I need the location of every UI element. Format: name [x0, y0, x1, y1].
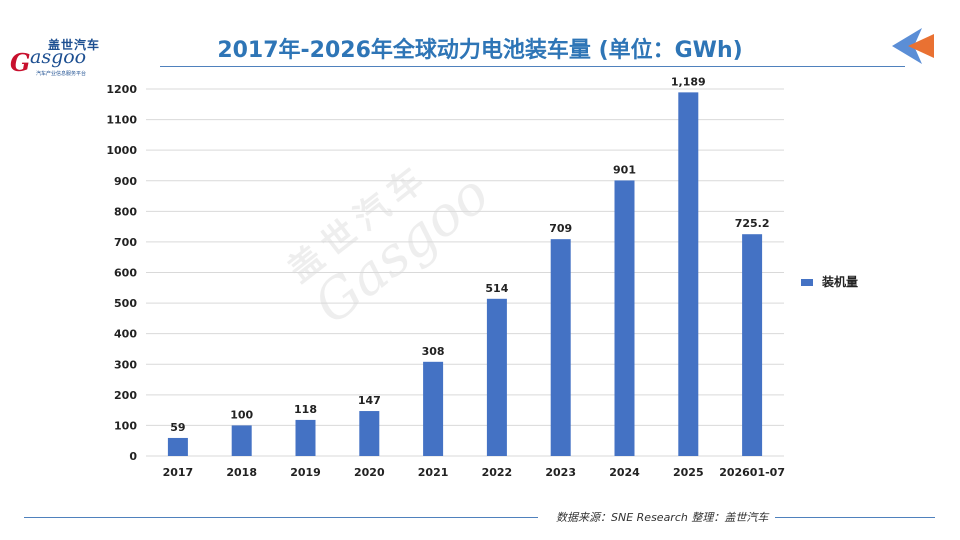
- legend-swatch: [801, 279, 813, 286]
- x-tick-label: 2024: [609, 466, 640, 479]
- x-tick-label: 2017: [163, 466, 194, 479]
- x-tick-label: 2020: [354, 466, 385, 479]
- data-label: 308: [422, 345, 445, 358]
- x-tick-label: 2025: [673, 466, 704, 479]
- y-tick-label: 800: [114, 205, 137, 218]
- logo-tagline: 汽车产业信息服务平台: [36, 71, 87, 77]
- x-tick-label: 202601-07: [719, 466, 785, 479]
- y-tick-label: 400: [114, 328, 137, 341]
- x-tick-label: 2021: [418, 466, 449, 479]
- y-tick-label: 0: [129, 450, 137, 463]
- y-tick-label: 900: [114, 175, 137, 188]
- bar: [231, 425, 252, 456]
- footer-divider-right: [775, 517, 935, 518]
- bar: [486, 298, 507, 456]
- data-label: 709: [549, 222, 572, 235]
- bar: [678, 92, 699, 456]
- bar: [295, 419, 316, 456]
- gasgoo-logo: G 盖世汽车 asgoo 汽车产业信息服务平台: [8, 36, 118, 80]
- logo-english-name: asgoo: [30, 46, 87, 68]
- data-label: 901: [613, 163, 636, 176]
- bar: [550, 239, 571, 456]
- y-tick-label: 1200: [106, 83, 137, 96]
- chart-title: 2017年-2026年全球动力电池装车量 (单位：GWh): [217, 38, 743, 63]
- logo-mark: G: [10, 48, 31, 77]
- corner-arrow-icon: [892, 28, 934, 64]
- y-tick-label: 1100: [106, 114, 137, 127]
- x-tick-label: 2018: [226, 466, 257, 479]
- y-tick-label: 100: [114, 419, 137, 432]
- bar: [359, 411, 380, 456]
- footer-divider-left: [24, 517, 538, 518]
- x-tick-label: 2022: [482, 466, 513, 479]
- y-tick-label: 600: [114, 267, 137, 280]
- title-underline: [160, 66, 905, 67]
- y-tick-label: 700: [114, 236, 137, 249]
- x-tick-label: 2023: [545, 466, 576, 479]
- bar: [167, 437, 188, 456]
- bar: [614, 180, 635, 457]
- data-label: 725.2: [735, 217, 770, 230]
- logo-chinese-name: 盖世汽车: [48, 38, 101, 52]
- bar: [742, 234, 763, 456]
- data-source-note: 数据来源：SNE Research 整理：盖世汽车: [556, 511, 769, 524]
- legend-label: 装机量: [821, 274, 858, 289]
- data-label: 118: [294, 403, 317, 416]
- y-tick-label: 1000: [106, 144, 137, 157]
- y-tick-label: 500: [114, 297, 137, 310]
- data-label: 59: [170, 421, 185, 434]
- bar: [423, 361, 444, 456]
- y-tick-label: 200: [114, 389, 137, 402]
- y-tick-label: 300: [114, 358, 137, 371]
- data-label: 1,189: [671, 75, 706, 88]
- data-label: 100: [230, 408, 253, 421]
- x-tick-label: 2019: [290, 466, 321, 479]
- data-label: 514: [485, 282, 508, 295]
- data-label: 147: [358, 394, 381, 407]
